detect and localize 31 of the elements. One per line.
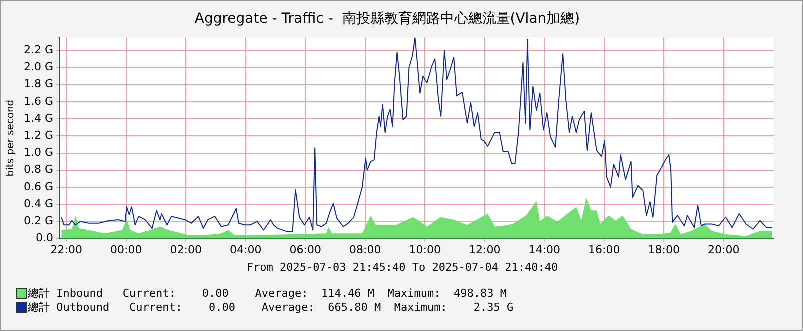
legend-label: 總計 Inbound [28, 286, 104, 300]
x-tick-label: 10:00 [409, 243, 441, 256]
y-tick-label: 0.4 G [24, 197, 54, 210]
x-tick-label: 06:00 [290, 243, 322, 256]
x-tick-label: 20:00 [708, 243, 740, 256]
y-tick-label: 1.2 G [24, 129, 54, 142]
x-tick-label: 18:00 [648, 243, 680, 256]
y-axis-title: bits per second [6, 100, 17, 177]
text: Current: 0.00 Average: 114.46 M Maximum: 498.83 M [122, 286, 507, 300]
text: From 2025-07-03 21:45:40 To 2025-07-04 21:40:40 [246, 261, 560, 274]
y-tick-label: 1.8 G [24, 78, 54, 91]
x-tick-label: 02:00 [170, 243, 202, 256]
x-tick-label: 00:00 [110, 243, 142, 256]
x-tick-label: 08:00 [350, 243, 382, 256]
y-tick-label: 2.0 G [24, 60, 54, 74]
y-tick-label: 0.8 G [24, 163, 54, 176]
y-tick-label: 1.4 G [24, 112, 54, 125]
y-tick-label: 0.6 G [24, 180, 54, 194]
legend-label: 總計 Outbound [28, 300, 111, 314]
y-tick-label: 0.0 [36, 232, 54, 245]
text: Current: 0.00 Average: 665.80 M Maximum: 2.35 G [129, 300, 514, 314]
y-tick-label: 1.6 G [24, 94, 54, 108]
y-tick-label: 0.2 G [24, 214, 54, 228]
x-tick-label: 22:00 [50, 243, 82, 256]
x-tick-label: 12:00 [469, 243, 501, 256]
y-tick-label: 2.2 G [24, 43, 54, 56]
x-tick-label: 04:00 [230, 243, 262, 256]
chart-title: Aggregate - Traffic - 南投縣教育網路中心總流量(Vlan加總) [194, 10, 580, 28]
y-tick-label: 1.0 G [24, 146, 54, 160]
x-tick-label: 14:00 [528, 243, 560, 256]
x-tick-label: 16:00 [588, 243, 620, 256]
